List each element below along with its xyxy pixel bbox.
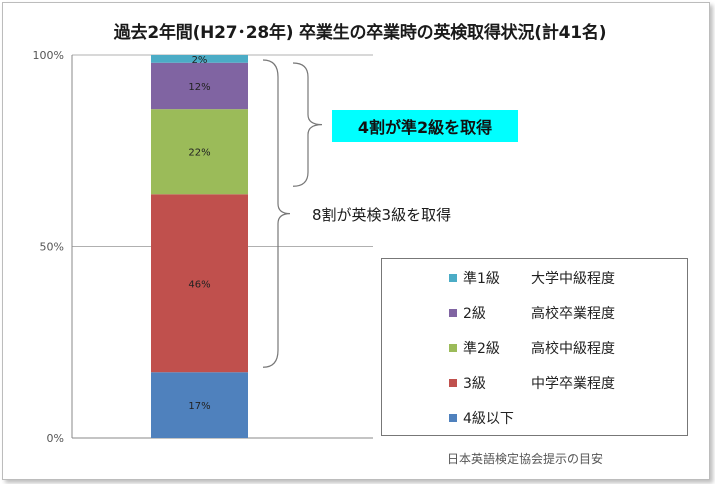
bar-segment [151,194,248,373]
legend-item: 準1級 大学中級程度 [449,269,615,287]
y-tick-label: 50% [40,241,64,254]
legend-swatch [449,414,457,422]
data-label: 46% [188,279,210,290]
legend-item: 2級 高校卒業程度 [449,304,615,322]
bar-segment [151,55,248,63]
source-note: 日本英語検定協会提示の目安 [447,452,604,466]
bar-segment [151,372,248,438]
bar-segment [151,109,248,195]
legend-item: 準2級 高校中級程度 [449,339,615,357]
chart-title: 過去2年間(H27･28年) 卒業生の卒業時の英検取得状況(計41名) [113,23,607,43]
legend-swatch [449,309,457,317]
legend-swatch [449,379,457,387]
legend-note: 高校卒業程度 [531,306,615,322]
data-label: 22% [188,148,210,159]
data-label: 12% [188,82,210,93]
legend-label: 準1級 [463,271,500,287]
legend-note: 高校中級程度 [531,341,615,357]
legend-item: 4級以下 [449,409,514,427]
bracket-pre2-and-above [292,62,323,187]
legend-swatch [449,274,457,282]
bracket-annotation: 8割が英検3級を取得 [312,206,452,224]
legend-label: 2級 [463,306,486,322]
legend-swatch [449,344,457,352]
legend-item: 3級 中学卒業程度 [449,374,615,392]
legend-label: 4級以下 [463,411,514,427]
legend-label: 3級 [463,376,486,392]
legend: 準1級 大学中級程度 2級 高校卒業程度準2級 高校中級程度 3級 中学卒業程度 4級以下 [381,258,688,436]
data-label: 2% [192,55,208,66]
legend-note: 大学中級程度 [531,271,615,287]
legend-note: 中学卒業程度 [531,376,615,392]
legend-label: 準2級 [463,341,500,357]
y-tick-label: 100% [33,49,64,62]
bar-segment [151,62,248,110]
data-label: 17% [188,401,210,412]
highlight-callout: 4割が準2級を取得 [332,110,518,142]
y-tick-label: 0% [47,432,64,445]
bracket-3kyu-and-above [262,59,291,368]
